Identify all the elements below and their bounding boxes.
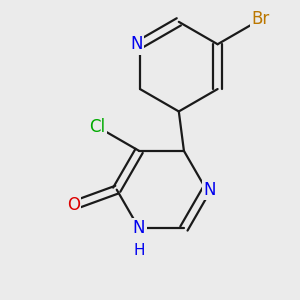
Text: H: H <box>134 243 145 258</box>
Text: N: N <box>130 35 143 53</box>
Text: N: N <box>133 220 146 238</box>
Text: Cl: Cl <box>89 118 106 136</box>
Text: N: N <box>203 181 216 199</box>
Text: O: O <box>67 196 80 214</box>
Text: Br: Br <box>252 10 270 28</box>
